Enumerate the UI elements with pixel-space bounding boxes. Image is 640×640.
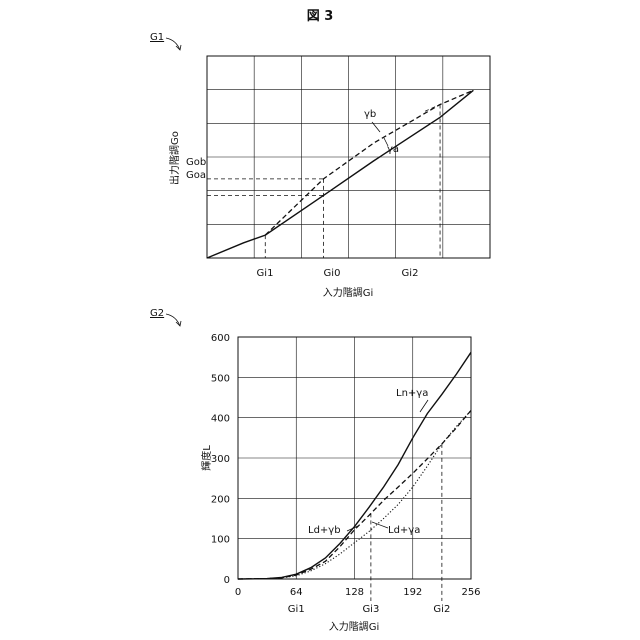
g1-annotation-gamma-b: γb	[364, 109, 376, 120]
g1-leader-gamma-a	[384, 138, 388, 146]
g2-annotation-ln-gamma-a: Ln+γa	[396, 388, 428, 399]
g1-series	[207, 90, 473, 258]
chart-g2: G2 0 100 200 300 400 500 600 0 64 128 192 256 Gi1 G…	[150, 308, 481, 633]
g1-guides	[207, 104, 440, 258]
g1-xtick-gi1: Gi1	[257, 268, 274, 279]
figure-title: 図 3	[307, 9, 334, 24]
g2-xtick-label: 192	[403, 587, 422, 598]
g1-xtick-gi2: Gi2	[402, 268, 419, 279]
g2-ytick-label: 400	[211, 414, 230, 425]
g2-panel-label: G2	[150, 308, 164, 319]
g2-marker-label: Gi1	[288, 604, 305, 615]
g1-panel-label: G1	[150, 32, 164, 43]
g2-xtick-label: 256	[461, 587, 480, 598]
g1-xlabel: 入力階調Gi	[323, 286, 374, 299]
g2-xticks: 0 64 128 192 256	[235, 587, 481, 598]
g2-ytick-label: 500	[211, 373, 230, 384]
g1-xtick-gi0: Gi0	[324, 268, 341, 279]
g1-ytick-goa: Goa	[186, 170, 206, 181]
g1-ytick-gob: Gob	[186, 157, 206, 168]
g2-ytick-label: 600	[211, 333, 230, 344]
g2-marker-label: Gi3	[362, 604, 379, 615]
g2-ytick-label: 0	[224, 575, 230, 586]
g2-ytick-label: 200	[211, 494, 230, 505]
g2-xtick-label: 0	[235, 587, 241, 598]
g2-xtick-label: 128	[345, 587, 364, 598]
g2-xlabel: 入力階調Gi	[329, 620, 380, 633]
g1-ylabel: 出力階調Go	[168, 131, 181, 185]
g1-annotation-gamma-a: γa	[387, 144, 399, 155]
g2-yticks: 0 100 200 300 400 500 600	[211, 333, 230, 586]
g2-ytick-label: 300	[211, 454, 230, 465]
g2-xtick-label: 64	[290, 587, 303, 598]
g2-leader-ln-gamma-a	[420, 400, 428, 412]
g2-leader-ld-gamma-b	[347, 526, 358, 531]
g1-grid	[207, 56, 490, 258]
g2-ylabel: 輝度L	[200, 445, 213, 471]
g2-ytick-label: 100	[211, 535, 230, 546]
chart-g1: G1 Gob Goa Gi1 Gi0 Gi2 入力階調Gi 出力階調Go γb …	[150, 32, 490, 299]
g2-marker-label: Gi2	[433, 604, 450, 615]
g2-annotation-ld-gamma-a: Ld+γa	[388, 525, 420, 536]
g1-series-gamma-a	[207, 90, 473, 258]
g2-annotation-ld-gamma-b: Ld+γb	[308, 525, 341, 536]
